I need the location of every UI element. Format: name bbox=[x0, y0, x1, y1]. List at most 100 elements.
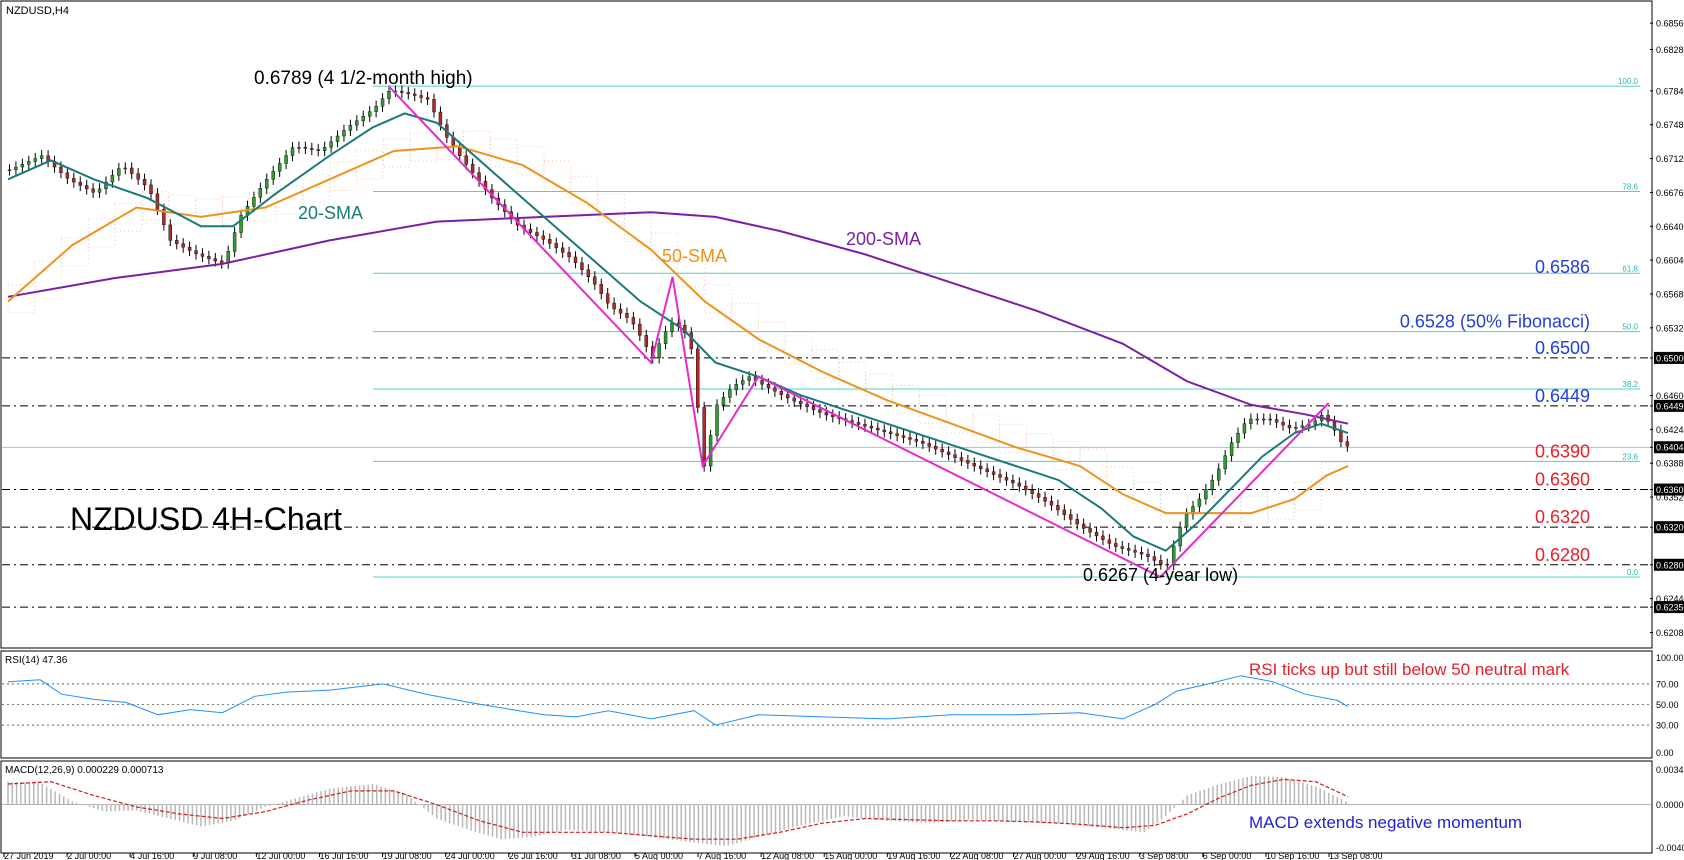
candle-body bbox=[856, 422, 861, 425]
candle-body bbox=[663, 331, 668, 345]
cloud-segment bbox=[1293, 481, 1322, 511]
cloud-segment bbox=[382, 138, 411, 168]
macd-signal-line bbox=[7, 778, 1349, 840]
candle-body bbox=[1159, 560, 1163, 565]
cloud-segment bbox=[1025, 432, 1054, 463]
fibonacci-label: 78.6 bbox=[1622, 182, 1638, 191]
candle-body bbox=[773, 387, 777, 392]
candle-body bbox=[1274, 419, 1279, 423]
candle-body bbox=[895, 433, 899, 436]
time-tick-label: 2 Jul 00:00 bbox=[67, 851, 111, 860]
candle-body bbox=[1262, 418, 1266, 421]
sma200-line bbox=[7, 211, 1349, 425]
candle-body bbox=[831, 414, 835, 418]
rsi-title: RSI(14) 47.36 bbox=[5, 655, 68, 666]
time-tick-label: 29 Aug 16:00 bbox=[1077, 851, 1130, 860]
time-tick-label: 3 Sep 08:00 bbox=[1140, 851, 1189, 860]
candle-body bbox=[631, 317, 636, 325]
chart-title: NZDUSD 4H-Chart bbox=[70, 501, 342, 537]
candle-body bbox=[734, 384, 739, 391]
cloud-segment bbox=[87, 218, 116, 248]
candle-body bbox=[419, 95, 423, 98]
candle-body bbox=[110, 175, 115, 183]
time-tick-label: 12 Aug 08:00 bbox=[761, 851, 814, 860]
candle-body bbox=[1287, 424, 1292, 429]
candle-body bbox=[155, 193, 160, 210]
candle-body bbox=[580, 262, 584, 270]
candle-body bbox=[805, 403, 809, 408]
main-pane bbox=[0, 0, 1653, 649]
candle-body bbox=[194, 250, 198, 255]
candle-body bbox=[573, 256, 578, 263]
candle-body bbox=[1210, 479, 1214, 490]
candle-body bbox=[200, 253, 205, 257]
candle-body bbox=[130, 167, 134, 174]
rsi-tick-label: 70.00 bbox=[1656, 679, 1679, 689]
candle-body bbox=[1088, 528, 1092, 533]
candle-body bbox=[400, 90, 404, 93]
candle-body bbox=[91, 188, 95, 193]
cloud-segment bbox=[489, 138, 518, 168]
candle-body bbox=[367, 111, 372, 117]
sma20-line bbox=[7, 112, 1349, 552]
time-tick-label: 15 Aug 00:00 bbox=[824, 851, 877, 860]
candle-body bbox=[934, 446, 938, 450]
candle-body bbox=[914, 439, 919, 442]
candle-body bbox=[1242, 423, 1247, 434]
cloud-segment bbox=[1133, 481, 1161, 511]
candle-body bbox=[792, 397, 796, 402]
candle-body bbox=[1345, 441, 1350, 447]
cloud-segment bbox=[1079, 448, 1108, 478]
price-tick-label: 0.64049 bbox=[1656, 443, 1684, 453]
time-tick-label: 6 Sep 00:00 bbox=[1203, 851, 1252, 860]
candle-body bbox=[921, 441, 925, 444]
candle-body bbox=[1249, 418, 1253, 424]
candle-body bbox=[123, 167, 127, 170]
candle-body bbox=[1300, 425, 1305, 428]
candle-body bbox=[1184, 513, 1189, 528]
price-tag-bg bbox=[1654, 351, 1684, 364]
candle-body bbox=[1069, 514, 1073, 520]
time-tick-label: 27 Jun 2019 bbox=[4, 851, 54, 860]
macd-title: MACD(12,26,9) 0.000229 0.000713 bbox=[5, 765, 164, 776]
candle-body bbox=[966, 460, 970, 464]
candle-body bbox=[869, 426, 874, 429]
candle-body bbox=[78, 181, 82, 186]
price-tag-bg bbox=[1654, 441, 1684, 454]
time-tick-label: 19 Jul 08:00 bbox=[383, 851, 432, 860]
cloud-segment bbox=[597, 193, 625, 223]
candle-body bbox=[586, 269, 591, 278]
candle-body bbox=[464, 155, 468, 165]
macd-tick-label: 0.000000 bbox=[1656, 800, 1684, 810]
time-tick-label: 24 Jul 00:00 bbox=[446, 851, 495, 860]
candle-body bbox=[84, 185, 89, 190]
candle-body bbox=[297, 147, 301, 149]
candle-body bbox=[252, 197, 256, 207]
candle-body bbox=[786, 394, 790, 399]
rsi-tick-label: 100.00 bbox=[1656, 653, 1684, 663]
cloud-segment bbox=[1106, 466, 1135, 496]
candle-body bbox=[1204, 489, 1208, 500]
candle-body bbox=[329, 141, 333, 148]
cloud-segment bbox=[918, 394, 947, 424]
candle-body bbox=[33, 158, 37, 162]
symbol-label: NZDUSD,H4 bbox=[6, 5, 69, 17]
fibonacci-label: 61.8 bbox=[1622, 264, 1638, 273]
macd-tick-label: -0.004024 bbox=[1656, 843, 1684, 853]
cloud-segment bbox=[623, 212, 652, 242]
candle-body bbox=[541, 235, 546, 240]
candle-body bbox=[316, 149, 320, 151]
candle-body bbox=[599, 284, 603, 294]
rsi-tick-label: 30.00 bbox=[1656, 721, 1679, 731]
candle-body bbox=[927, 443, 931, 447]
candle-body bbox=[117, 168, 121, 176]
candle-body bbox=[1004, 477, 1009, 481]
